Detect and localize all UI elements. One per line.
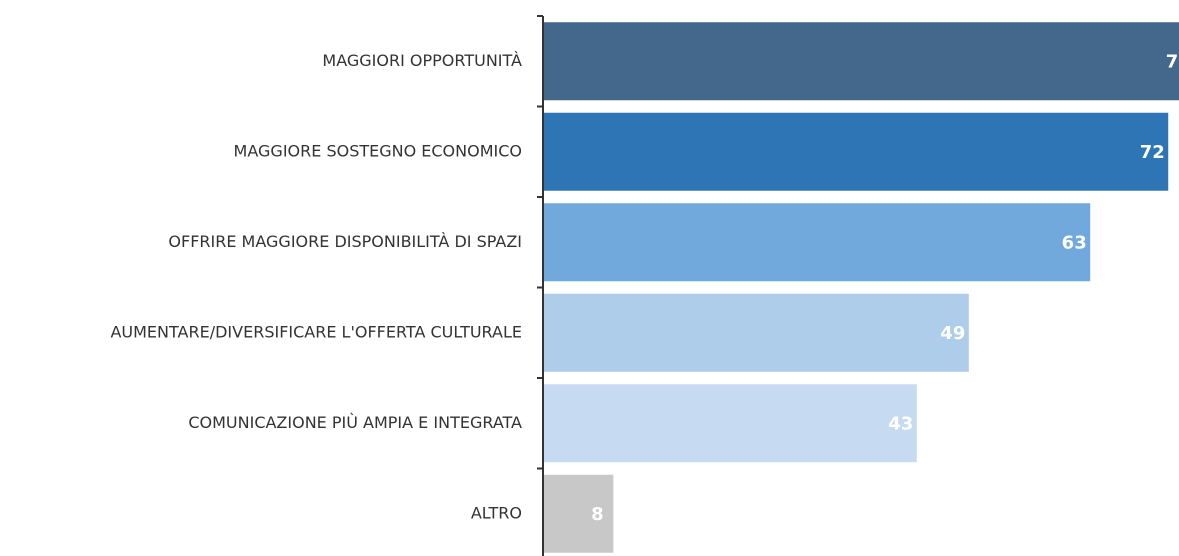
category-label: MAGGIORE SOSTEGNO ECONOMICO <box>234 141 522 160</box>
bar <box>544 203 1091 282</box>
category-label: AUMENTARE/DIVERSIFICARE L'OFFERTA CULTUR… <box>110 322 522 341</box>
value-label: 43 <box>888 413 913 434</box>
bar <box>544 22 1179 101</box>
value-label: 75 <box>1166 51 1179 72</box>
value-label: 49 <box>940 323 965 344</box>
category-label: MAGGIORI OPPORTUNITÀ <box>322 51 522 70</box>
category-label: ALTRO <box>471 503 522 522</box>
value-label: 63 <box>1062 232 1087 253</box>
bar <box>544 384 917 463</box>
value-label: 72 <box>1140 142 1165 163</box>
bar <box>544 474 614 553</box>
category-label: COMUNICAZIONE PIÙ AMPIA E INTEGRATA <box>188 413 522 432</box>
bar <box>544 293 969 372</box>
bar <box>544 112 1169 191</box>
value-label: 8 <box>591 504 604 525</box>
category-label: OFFRIRE MAGGIORE DISPONIBILITÀ DI SPAZI <box>168 232 522 251</box>
